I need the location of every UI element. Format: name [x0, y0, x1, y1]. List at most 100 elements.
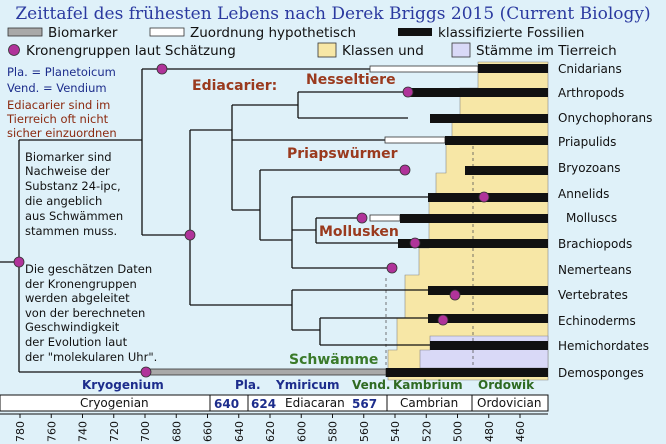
era-row: Kryogenium Pla. Ymiricum Vend. Kambrium …: [82, 378, 535, 392]
tick-label: 620: [264, 421, 277, 442]
taxon-label: Cnidarians: [558, 62, 622, 76]
taxon-label: Priapulids: [558, 135, 616, 149]
nesseltiere-label: Nesseltiere: [306, 72, 396, 88]
note-line: die angeblich: [25, 194, 102, 208]
period-cryogenian: Cryogenian: [80, 396, 149, 410]
diagram-title: Zeittafel des frühesten Lebens nach Dere…: [15, 4, 650, 24]
note-line: werden abgeleitet: [25, 291, 130, 305]
crown-dot: [356, 212, 368, 224]
crown-dot: [437, 314, 449, 326]
legend-biomarker: Biomarker: [48, 25, 118, 41]
taxon-label: Nemerteans: [558, 263, 632, 277]
legend-hypothetical: Zuordnung hypothetisch: [190, 25, 356, 41]
crown-group-dots: [13, 63, 490, 378]
ediacarier-label: Ediacarier:: [192, 78, 277, 94]
period-ordovician: Ordovician: [477, 396, 541, 410]
period-ediacaran: Ediacaran: [285, 396, 345, 410]
note-line: Nachweise der: [25, 164, 110, 178]
note-line: Geschwindigkeit: [25, 320, 120, 334]
schwaemme-label: Schwämme: [289, 352, 378, 368]
note-line: von der berechneten: [25, 306, 145, 320]
tick-label: 500: [452, 421, 465, 442]
period-cambrian: Cambrian: [400, 396, 458, 410]
legend-crown-dot: [8, 44, 20, 56]
crown-dot: [402, 86, 414, 98]
taxon-label: Demosponges: [558, 366, 644, 380]
legend-phyla-swatch: [451, 42, 471, 58]
taxon-label: Vertebrates: [558, 288, 628, 302]
note-line: Die geschätzen Daten: [25, 262, 152, 276]
tick-label: 560: [358, 421, 371, 442]
taxon-label: Annelids: [558, 187, 609, 201]
taxon-label: Molluscs: [566, 211, 617, 225]
note-line: der Evolution laut: [25, 335, 128, 349]
tick-label: 580: [327, 421, 340, 442]
legend-classes: Klassen und: [342, 43, 424, 59]
note-line: aus Schwämmen: [25, 209, 123, 223]
legend-phyla: Stämme im Tierreich: [476, 43, 617, 59]
crown-dot: [13, 256, 25, 268]
note-line: Biomarker sind: [25, 150, 112, 164]
legend-hypothetical-swatch: [149, 27, 185, 37]
taxon-labels: Cnidarians Arthropods Onychophorans Pria…: [558, 62, 652, 380]
crown-dot: [140, 366, 152, 378]
note-line: der Kronengruppen: [25, 277, 137, 291]
tick-label: 480: [483, 421, 496, 442]
boundary-567: 567: [352, 397, 377, 411]
tick-label: 700: [139, 421, 152, 442]
legend-classified-swatch: [398, 28, 432, 36]
tick-label: 600: [295, 421, 308, 442]
tick-label: 540: [389, 421, 402, 442]
taxon-label: Onychophorans: [558, 111, 652, 125]
note-ediacaran-line-2: Tierreich oft nicht: [6, 112, 109, 126]
crown-dot: [156, 63, 168, 75]
crown-dot: [449, 289, 461, 301]
note-ediacaran-line-1: Ediacarier sind im: [7, 98, 110, 112]
taxon-label: Echinoderms: [558, 314, 636, 328]
date-note: Die geschätzen Daten der Kronengruppen w…: [25, 262, 157, 364]
tick-label: 680: [170, 421, 183, 442]
biomarker-note: Biomarker sind Nachweise der Substanz 24…: [25, 150, 123, 238]
crown-dot: [386, 262, 398, 274]
tick-label: 640: [233, 421, 246, 442]
era-ymiricum: Ymiricum: [275, 378, 340, 392]
era-kambrium: Kambrium: [393, 378, 463, 392]
boundary-624: 624: [251, 397, 276, 411]
tick-label: 760: [45, 421, 58, 442]
note-ediacaran-line-3: sicher einzuordnen: [7, 126, 117, 140]
crown-dot: [399, 164, 411, 176]
tick-label: 740: [77, 421, 90, 442]
legend-crown-groups: Kronengruppen laut Schätzung: [26, 43, 236, 59]
era-vend: Vend.: [352, 378, 390, 392]
legend-biomarker-swatch: [7, 27, 43, 37]
tick-label: 660: [202, 421, 215, 442]
period-row: Cryogenian 640 624 Ediacaran 567 Cambria…: [0, 394, 549, 412]
note-line: Substanz 24-ipc,: [25, 179, 121, 193]
note-vend: Vend. = Vendium: [7, 81, 107, 95]
time-axis-ticks: 780 760 740 720 700 680 660 640 620 600 580 560 540 5…: [14, 414, 527, 442]
taxon-label: Bryozoans: [558, 161, 620, 175]
crown-dot: [409, 237, 421, 249]
tick-label: 520: [420, 421, 433, 442]
tick-label: 780: [14, 421, 27, 442]
note-line: stammen muss.: [25, 224, 117, 238]
era-ordowik: Ordowik: [478, 378, 535, 392]
note-line: der "molekularen Uhr".: [25, 350, 157, 364]
era-pla: Pla.: [235, 378, 261, 392]
taxon-label: Brachiopods: [558, 237, 632, 251]
crown-dot: [184, 229, 196, 241]
taxon-label: Hemichordates: [558, 339, 649, 353]
boundary-640: 640: [214, 397, 239, 411]
priapswuermer-label: Priapswürmer: [287, 146, 398, 162]
note-pla: Pla. = Planetoicum: [7, 65, 116, 79]
tick-label: 720: [108, 421, 121, 442]
mollusken-label: Mollusken: [319, 224, 399, 240]
era-kryogenium: Kryogenium: [82, 378, 164, 392]
phyla-region: [419, 335, 549, 369]
legend-classes-swatch: [317, 42, 337, 58]
taxon-label: Arthropods: [558, 86, 624, 100]
crown-dot: [478, 191, 490, 203]
legend: Biomarker Zuordnung hypothetisch klassif…: [7, 25, 617, 59]
legend-classified: klassifizierte Fossilien: [438, 25, 584, 41]
